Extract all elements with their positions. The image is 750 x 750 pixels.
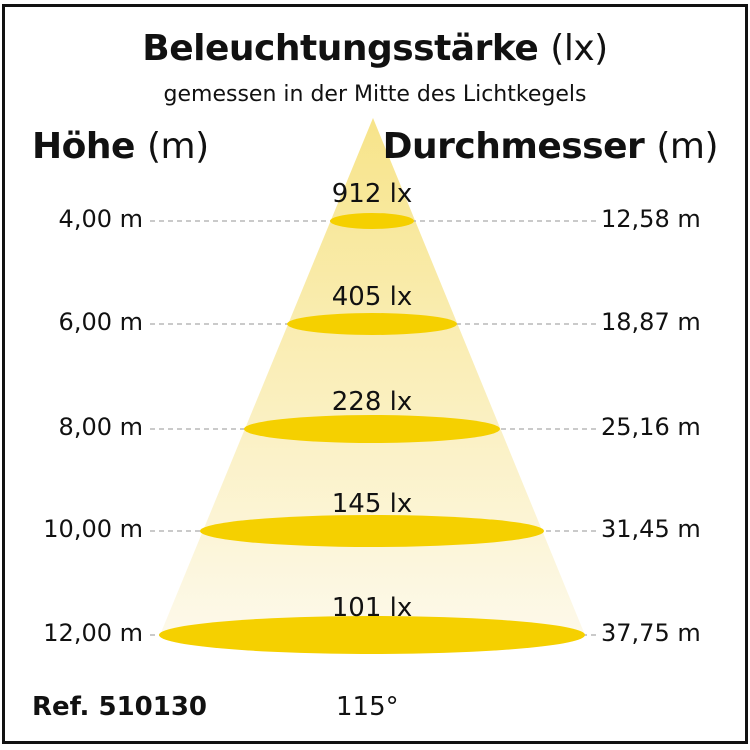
light-spot-ellipse (200, 515, 544, 547)
lux-label: 912 lx (331, 179, 413, 209)
light-spot-ellipse (330, 213, 414, 229)
diameter-label: 25,16 m (601, 413, 701, 441)
diameter-header-unit: (m) (656, 126, 718, 167)
diagram-border (2, 4, 748, 744)
diameter-label: 31,45 m (601, 515, 701, 543)
height-label: 12,00 m (43, 619, 143, 647)
lux-label: 145 lx (331, 489, 413, 519)
height-label: 8,00 m (58, 413, 143, 441)
diameter-label: 12,58 m (601, 205, 701, 233)
lux-label: 228 lx (331, 387, 413, 417)
page-title: Beleuchtungsstärke (lx) (0, 28, 750, 69)
height-label: 6,00 m (58, 308, 143, 336)
title-text: Beleuchtungsstärke (142, 28, 539, 69)
height-label: 10,00 m (43, 515, 143, 543)
light-spot-ellipse (244, 415, 500, 443)
lux-label: 405 lx (331, 282, 413, 312)
light-spot-ellipse (287, 313, 457, 335)
height-header-unit: (m) (146, 126, 209, 167)
light-cone (160, 118, 585, 635)
height-header: Höhe (m) (32, 126, 209, 167)
title-unit: (lx) (550, 28, 608, 69)
height-label: 4,00 m (58, 205, 143, 233)
reference-number: Ref. 510130 (32, 692, 208, 722)
diameter-label: 18,87 m (601, 308, 701, 336)
height-header-text: Höhe (32, 126, 135, 167)
beam-angle: 115° (336, 692, 399, 722)
diameter-label: 37,75 m (601, 619, 701, 647)
diameter-header-text: Durchmesser (382, 126, 645, 167)
subtitle: gemessen in der Mitte des Lichtkegels (163, 82, 587, 107)
light-spot-ellipse (159, 616, 585, 654)
diameter-header: Durchmesser (m) (382, 126, 719, 167)
lux-label: 101 lx (331, 593, 413, 623)
